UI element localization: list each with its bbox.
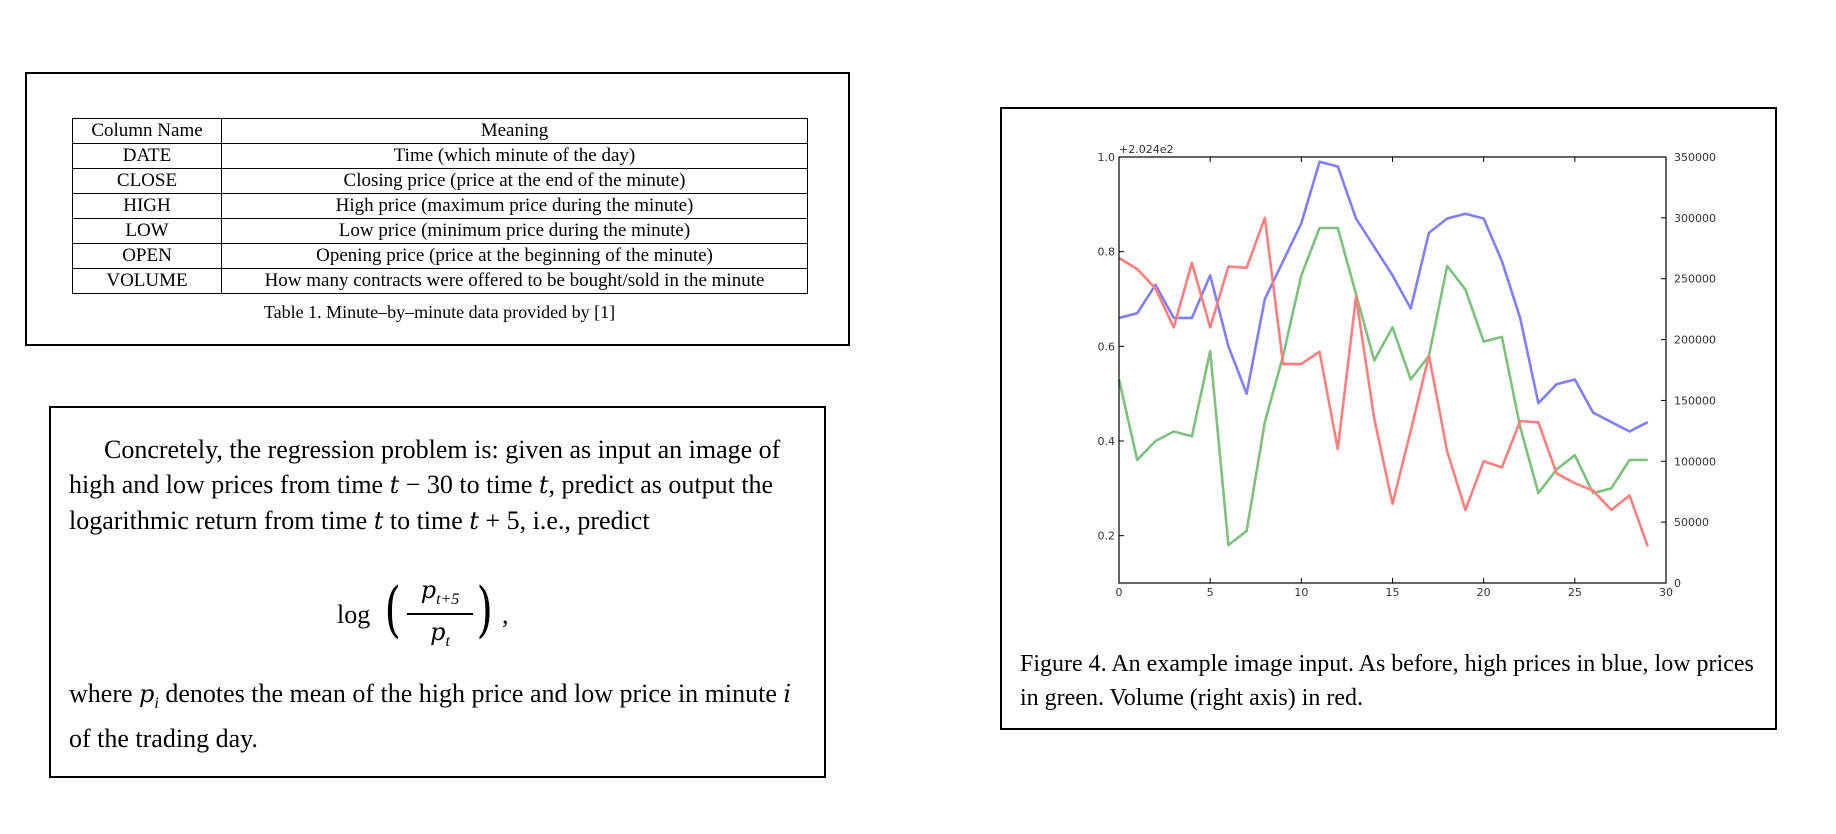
table-row: DATE Time (which minute of the day): [72, 143, 808, 169]
table-row: HIGH High price (maximum price during th…: [72, 193, 808, 219]
table-cell: DATE: [72, 143, 222, 169]
x-tick-label: 20: [1477, 586, 1491, 599]
table-row: LOW Low price (minimum price during the …: [72, 218, 808, 244]
table-header-cell: Column Name: [72, 118, 222, 144]
x-tick-label: 10: [1294, 586, 1308, 599]
math-var: t: [389, 471, 400, 499]
series-line-1: [1118, 160, 1649, 433]
figure-caption: Figure 4. An example image input. As bef…: [1020, 651, 1754, 711]
text-run: where: [69, 679, 140, 708]
table-row: OPEN Opening price (price at the beginni…: [72, 243, 808, 269]
table-cell: Closing price (price at the end of the m…: [221, 168, 808, 194]
y-right-tick-label: 250000: [1674, 273, 1716, 286]
y-right-tick-label: 50000: [1674, 516, 1709, 529]
x-tick-label: 5: [1207, 586, 1214, 599]
text-panel: Concretely, the regression problem is: g…: [49, 406, 826, 778]
axis-offset-label: +2.024e2: [1119, 143, 1173, 156]
y-right-tick-label: 350000: [1674, 151, 1716, 164]
table-caption: Table 1. Minute–by–minute data provided …: [263, 302, 616, 322]
x-tick-label: 25: [1568, 586, 1582, 599]
math-var: t: [538, 471, 549, 499]
y-right-tick-label: 300000: [1674, 212, 1716, 225]
table-row: CLOSE Closing price (price at the end of…: [72, 168, 808, 194]
math-subscript: i: [154, 695, 159, 713]
y-right-tick-label: 100000: [1674, 455, 1716, 468]
equation-numerator: pt+5: [409, 575, 471, 609]
price-volume-chart: 0 5 10 15 20 25 30 0.2 0.4 0.6 0.8 1.0 0 50000 100000 1…: [1098, 143, 1717, 599]
text-run: Concretely, the regression problem is: g…: [69, 435, 781, 499]
table-cell: VOLUME: [72, 268, 222, 294]
y-left-tick-label: 0.2: [1098, 530, 1116, 543]
math-subscript: t: [445, 633, 450, 651]
x-tick-label: 15: [1386, 586, 1400, 599]
table-cell: Opening price (price at the beginning of…: [221, 243, 808, 269]
equation-log: log: [337, 600, 371, 629]
math-subscript: t+5: [436, 591, 460, 609]
table-cell: Time (which minute of the day): [221, 143, 808, 169]
table-cell: Low price (minimum price during the minu…: [221, 218, 808, 244]
math-var: i: [783, 680, 792, 708]
table-cell: OPEN: [72, 243, 222, 269]
text-run: − 30 to time: [399, 470, 539, 499]
math-var: t: [373, 507, 384, 535]
x-tick-label: 0: [1116, 586, 1123, 599]
equation-denominator: pt: [409, 617, 471, 651]
paragraph-definition: where pi denotes the mean of the high pr…: [69, 676, 809, 756]
table-cell: CLOSE: [72, 168, 222, 194]
math-var: p: [420, 576, 437, 604]
table-cell: High price (maximum price during the min…: [221, 193, 808, 219]
equation-left-paren: (: [384, 575, 401, 645]
y-right-tick-label: 0: [1674, 577, 1681, 590]
text-run: of the trading day.: [69, 724, 258, 754]
paragraph-regression-problem: Concretely, the regression problem is: g…: [69, 432, 809, 539]
math-var: p: [139, 680, 155, 708]
text-run: + 5, i.e., predict: [478, 506, 650, 535]
x-tick-label: 30: [1659, 586, 1673, 599]
math-var: p: [430, 618, 446, 646]
figure-panel: 0 5 10 15 20 25 30 0.2 0.4 0.6 0.8 1.0 0 50000 100000 1…: [1000, 107, 1777, 730]
y-left-tick-label: 0.8: [1098, 246, 1116, 259]
table-panel: Column Name Meaning DATE Time (which min…: [25, 72, 850, 346]
data-table: Column Name Meaning DATE Time (which min…: [72, 118, 808, 294]
y-left-tick-label: 1.0: [1098, 151, 1116, 164]
y-left-tick-label: 0.4: [1098, 435, 1116, 448]
text-run: , predict as output the logarithmic retu…: [69, 470, 774, 535]
plot-frame: [1118, 156, 1667, 584]
series-line-3: [1118, 216, 1649, 547]
series-line-2: [1117, 226, 1648, 547]
table-header-cell: Meaning: [221, 118, 808, 144]
equation-comma: ,: [502, 600, 509, 629]
table-header-row: Column Name Meaning: [72, 118, 808, 144]
equation-right-paren: ): [476, 575, 493, 645]
text-run: to time: [383, 506, 470, 535]
y-right-tick-label: 150000: [1674, 394, 1716, 407]
y-right-tick-label: 200000: [1674, 334, 1716, 347]
text-run: denotes the mean of the high price and l…: [158, 679, 784, 708]
math-var: t: [469, 507, 479, 535]
fraction-bar: [407, 613, 473, 615]
y-left-tick-label: 0.6: [1098, 340, 1116, 353]
table-cell: How many contracts were offered to be bo…: [221, 268, 808, 294]
table-cell: LOW: [72, 218, 222, 244]
table-cell: HIGH: [72, 193, 222, 219]
table-row: VOLUME How many contracts were offered t…: [72, 268, 808, 294]
